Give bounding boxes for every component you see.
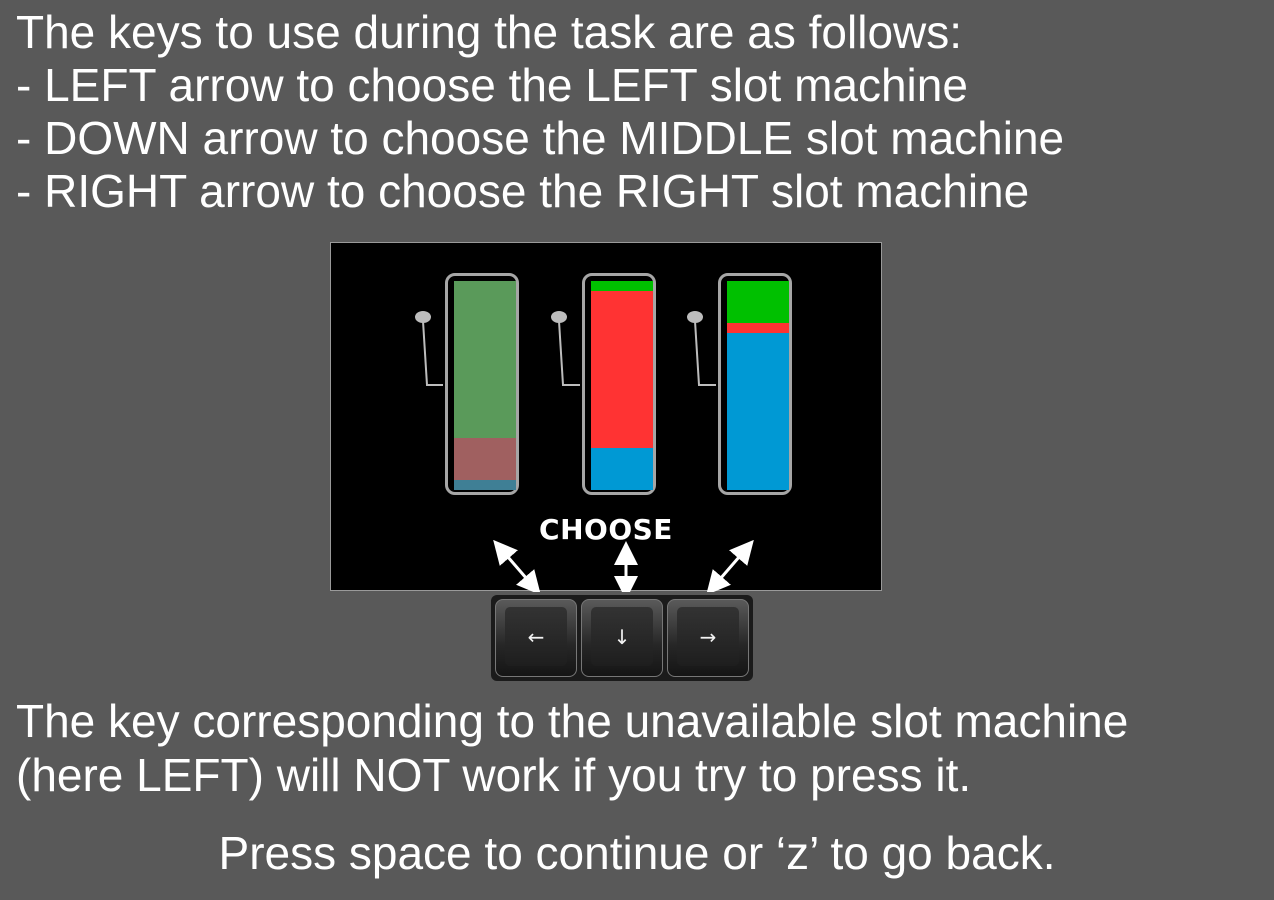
reel-segment	[454, 479, 516, 490]
reel-right	[727, 281, 789, 490]
reel-segment	[727, 322, 789, 334]
left-choice-arrow	[493, 539, 541, 592]
choice-arrows	[493, 539, 754, 592]
instruction-down: - DOWN arrow to choose the MIDDLE slot m…	[16, 112, 1065, 164]
instructions-text: The keys to use during the task are as f…	[16, 6, 1266, 218]
left-machine-lever	[415, 311, 443, 386]
unavailable-note: The key corresponding to the unavailable…	[16, 694, 1266, 802]
reel-segment	[727, 333, 789, 490]
down-arrow-key: ↓	[581, 599, 663, 677]
reel-middle	[591, 281, 653, 490]
right-arrow-key: →	[667, 599, 749, 677]
middle-machine-lever	[551, 311, 580, 386]
instruction-right: - RIGHT arrow to choose the RIGHT slot m…	[16, 165, 1030, 217]
continue-prompt: Press space to continue or ‘z’ to go bac…	[218, 827, 1056, 879]
down-arrow-icon: ↓	[591, 607, 653, 666]
instructions-heading: The keys to use during the task are as f…	[16, 6, 963, 58]
right-choice-arrow	[706, 539, 754, 592]
left-arrow-key: ←	[495, 599, 577, 677]
right-arrow-icon: →	[677, 607, 739, 666]
instruction-left: - LEFT arrow to choose the LEFT slot mac…	[16, 59, 968, 111]
left-arrow-icon: ←	[505, 607, 567, 666]
reel-segment	[591, 281, 653, 292]
choose-label: CHOOSE	[539, 513, 673, 546]
task-screen-illustration: CHOOSE	[330, 242, 882, 592]
reel-segment	[454, 281, 516, 438]
reel-segment	[591, 291, 653, 449]
right-machine-lever	[687, 311, 716, 386]
reel-left	[454, 281, 516, 490]
slot-machine-right	[718, 273, 792, 495]
note-line-1: The key corresponding to the unavailable…	[16, 695, 1129, 747]
arrow-keys-illustration: ← ↓ →	[491, 595, 753, 681]
slot-machine-middle	[582, 273, 656, 495]
reel-segment	[454, 437, 516, 480]
note-line-2: (here LEFT) will NOT work if you try to …	[16, 749, 972, 801]
reel-segment	[727, 281, 789, 323]
slot-machine-left	[445, 273, 519, 495]
reel-segment	[591, 448, 653, 490]
